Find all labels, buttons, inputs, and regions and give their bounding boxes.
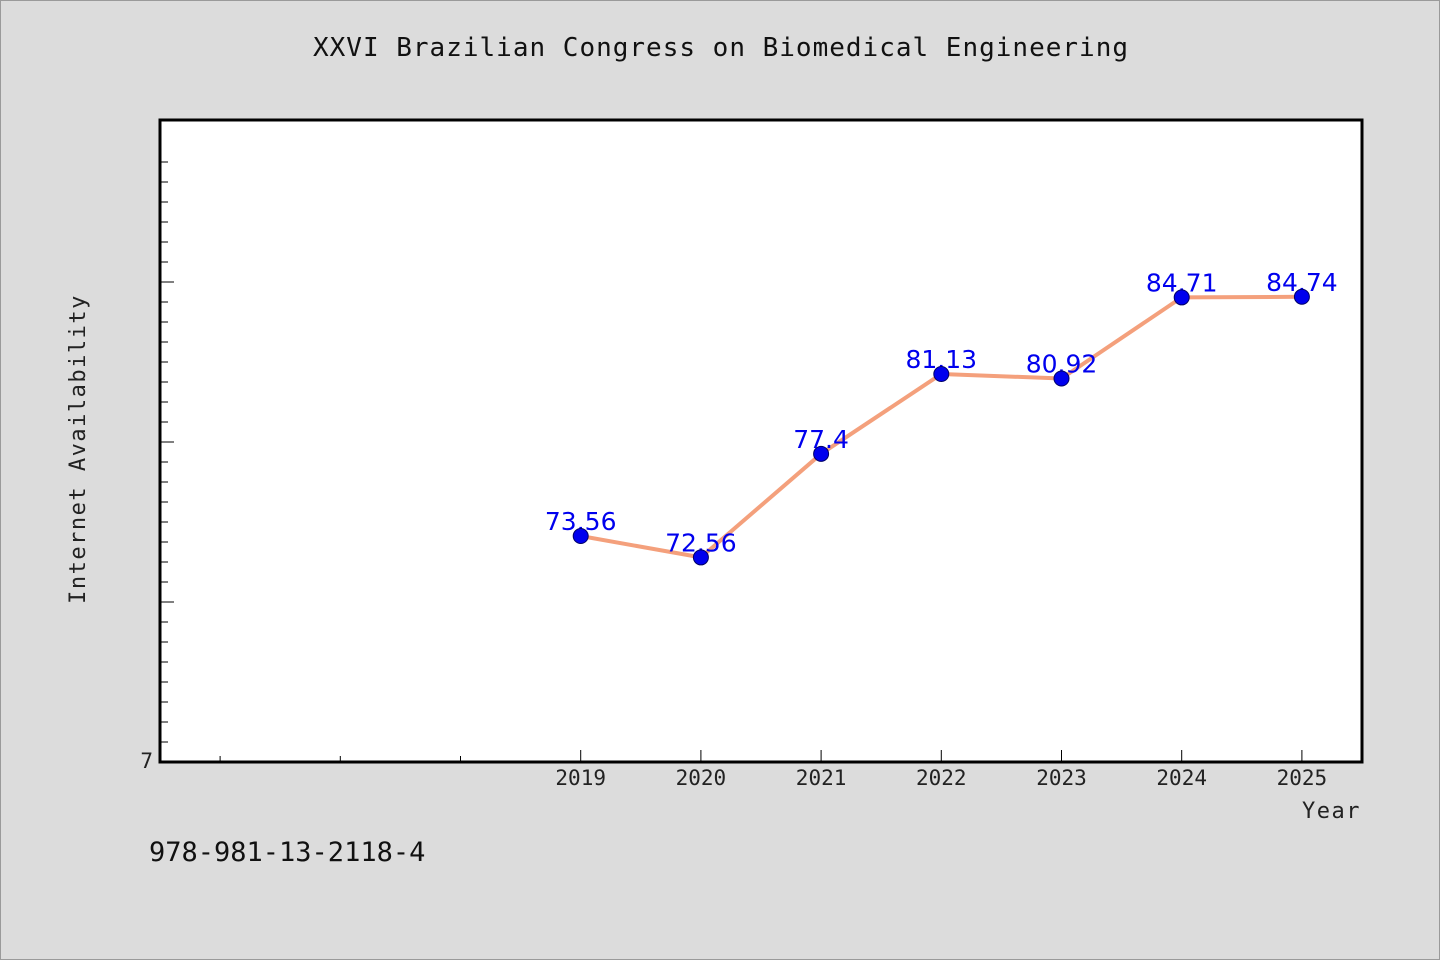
data-point: [813, 445, 830, 462]
x-tick-label: 2019: [555, 766, 606, 790]
data-point: [933, 366, 950, 383]
x-tick-label: 2025: [1277, 766, 1328, 790]
data-point: [1053, 370, 1070, 387]
data-point: [1293, 288, 1310, 305]
x-tick-label: 2020: [676, 766, 727, 790]
y-axis-label: Internet Availability: [66, 294, 91, 604]
y-axis-ticks: [160, 161, 174, 743]
x-tick-label: 2024: [1156, 766, 1207, 790]
x-tick-label: 2022: [916, 766, 967, 790]
x-tick-label: 2023: [1036, 766, 1087, 790]
data-point: [1173, 289, 1190, 306]
plot-area: [158, 118, 1364, 764]
chart-title: XXVI Brazilian Congress on Biomedical En…: [312, 33, 1129, 63]
isbn-label: 978-981-13-2118-4: [149, 837, 426, 868]
data-point: [572, 528, 589, 545]
x-axis-ticks: 2019 2020 2021 2022 2023 2024 2025: [219, 750, 1328, 790]
x-tick-label: 2021: [796, 766, 847, 790]
y-tick-label: 7: [140, 749, 153, 773]
x-axis-label: Year: [1302, 799, 1361, 824]
data-point: [692, 549, 709, 566]
